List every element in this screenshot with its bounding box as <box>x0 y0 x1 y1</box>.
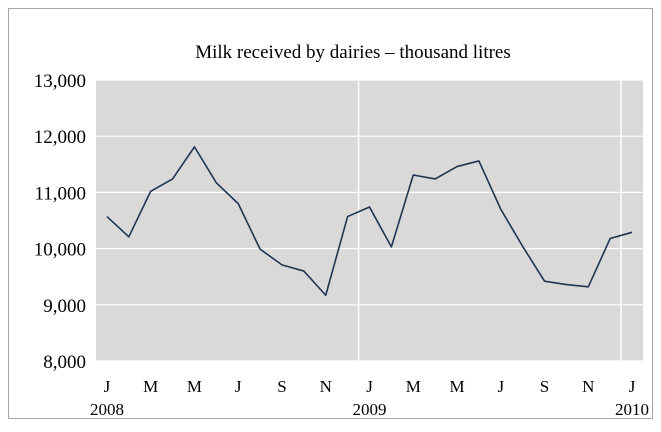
y-tick-label: 8,000 <box>43 352 86 373</box>
y-tick-label: 11,000 <box>34 183 86 204</box>
gridlines <box>96 79 643 362</box>
y-tick-label: 13,000 <box>34 71 86 92</box>
x-tick-label: J <box>629 377 636 396</box>
y-tick-label: 12,000 <box>34 127 86 148</box>
year-dividers <box>357 80 622 361</box>
y-axis-tick-labels: 8,000 9,000 10,000 11,000 12,000 13,000 <box>34 71 86 373</box>
x-tick-label: J <box>366 377 373 396</box>
x-year-label: 2009 <box>353 400 387 419</box>
x-tick-label: J <box>235 377 242 396</box>
x-tick-label: M <box>449 377 464 396</box>
x-tick-label: S <box>540 377 549 396</box>
x-year-label: 2008 <box>90 400 124 419</box>
series-line-1 <box>106 146 633 297</box>
x-tick-label: N <box>320 377 332 396</box>
x-tick-label: M <box>143 377 158 396</box>
y-tick-label: 9,000 <box>43 296 86 317</box>
x-tick-label: N <box>582 377 594 396</box>
x-tick-label: M <box>187 377 202 396</box>
y-tick-label: 10,000 <box>34 240 86 261</box>
x-tick-label: S <box>277 377 286 396</box>
chart-title: Milk received by dairies – thousand litr… <box>195 42 511 63</box>
x-tick-label: J <box>104 377 111 396</box>
series-layer <box>106 146 633 297</box>
x-tick-label: J <box>497 377 504 396</box>
x-axis-year-labels: 2008 2009 2010 <box>90 400 649 419</box>
x-tick-label: M <box>406 377 421 396</box>
plot-area <box>96 80 643 361</box>
x-year-label: 2010 <box>615 400 649 419</box>
